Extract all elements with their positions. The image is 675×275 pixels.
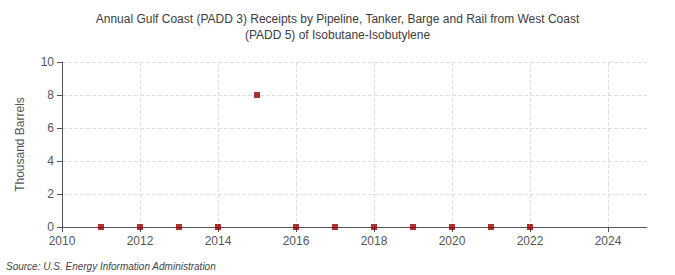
svg-text:0: 0 <box>47 220 54 234</box>
svg-text:6: 6 <box>47 121 54 135</box>
svg-text:Thousand Barrels: Thousand Barrels <box>13 97 27 192</box>
svg-text:2022: 2022 <box>517 234 544 248</box>
svg-text:8: 8 <box>47 88 54 102</box>
svg-text:2010: 2010 <box>49 234 76 248</box>
svg-text:2016: 2016 <box>283 234 310 248</box>
svg-text:2012: 2012 <box>127 234 154 248</box>
svg-text:10: 10 <box>41 55 55 69</box>
svg-text:Annual Gulf Coast (PADD 3) Rec: Annual Gulf Coast (PADD 3) Receipts by P… <box>96 12 580 26</box>
svg-text:4: 4 <box>47 154 54 168</box>
svg-text:2018: 2018 <box>361 234 388 248</box>
svg-text:Source: U.S. Energy Informatio: Source: U.S. Energy Information Administ… <box>6 261 216 272</box>
svg-text:2: 2 <box>47 187 54 201</box>
svg-text:(PADD 5) of Isobutane-Isobutyl: (PADD 5) of Isobutane-Isobutylene <box>245 28 431 42</box>
svg-text:2024: 2024 <box>595 234 622 248</box>
svg-text:2020: 2020 <box>439 234 466 248</box>
svg-text:2014: 2014 <box>205 234 232 248</box>
